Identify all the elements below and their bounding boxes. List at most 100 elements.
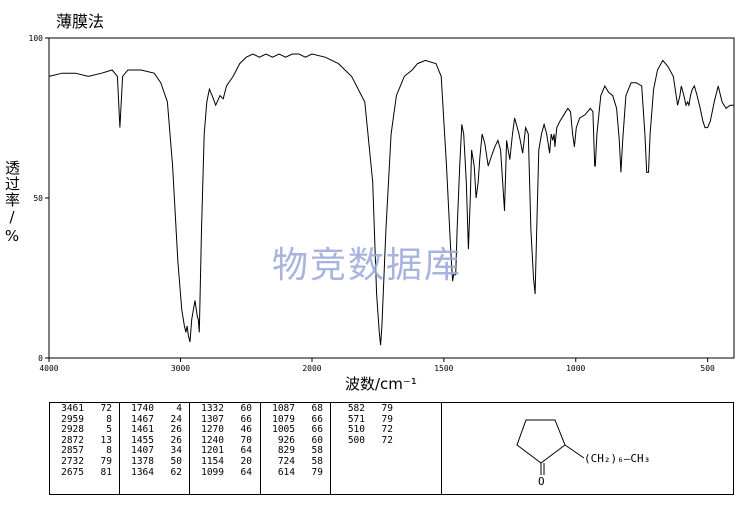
- cyclopentane-ring: [516, 419, 566, 464]
- peak-wavenumber: 2928: [61, 424, 84, 436]
- peak-transmittance: 26: [170, 424, 182, 436]
- peak-wavenumber: 2872: [61, 434, 84, 446]
- y-axis-label: 透过率/%: [3, 160, 21, 246]
- peak-row: 1740 4: [120, 403, 189, 415]
- peak-row: 2928 5: [50, 425, 119, 436]
- peak-wavenumber: 926: [277, 434, 295, 446]
- peak-wavenumber: 2675: [61, 466, 84, 478]
- peak-wavenumber: 1378: [131, 455, 154, 467]
- peak-row: 3461 72: [50, 403, 119, 415]
- spectrum-line: [48, 53, 734, 346]
- peak-row: 1270 46: [190, 425, 260, 436]
- peak-row: 2959 8: [50, 413, 119, 426]
- peak-transmittance: 58: [311, 455, 323, 467]
- peak-row: 1332 60: [190, 403, 260, 415]
- x-tick-label: 2000: [302, 364, 321, 372]
- peak-transmittance: 5: [106, 424, 112, 436]
- peak-row: 1240 70: [190, 434, 260, 447]
- substituent-bond: [564, 444, 585, 459]
- peak-wavenumber: 3461: [61, 403, 84, 414]
- peak-transmittance: 68: [311, 403, 323, 414]
- peak-table: 3461 72 2959 8 2928 5 2872 13 2857 8 2732 79 2675 81 1…: [49, 402, 734, 495]
- peak-transmittance: 70: [240, 434, 252, 446]
- peak-transmittance: 58: [311, 445, 323, 457]
- peak-transmittance: 64: [240, 445, 252, 457]
- peak-transmittance: 72: [381, 424, 393, 436]
- peak-transmittance: 60: [311, 434, 323, 446]
- peak-row: 1378 50: [120, 455, 189, 468]
- peak-wavenumber: 1461: [131, 424, 154, 436]
- peak-transmittance: 8: [106, 445, 112, 457]
- peak-wavenumber: 1332: [201, 403, 224, 414]
- peak-wavenumber: 1364: [131, 466, 154, 478]
- peak-transmittance: 79: [100, 455, 112, 467]
- peak-row: 829 58: [261, 446, 330, 457]
- peak-row: 2857 8: [50, 446, 119, 457]
- peak-wavenumber: 614: [277, 466, 295, 478]
- peak-row: 1407 34: [120, 446, 189, 457]
- peak-row: 1079 66: [261, 413, 330, 426]
- peak-row: 510 72: [331, 425, 441, 436]
- peak-row: 614 79: [261, 466, 330, 479]
- peak-wavenumber: 1099: [201, 466, 224, 478]
- peak-wavenumber: 1270: [201, 424, 224, 436]
- peak-wavenumber: 1307: [201, 413, 224, 425]
- peak-transmittance: 66: [311, 424, 323, 436]
- y-tick-label: 100: [29, 34, 44, 43]
- peak-transmittance: 79: [381, 413, 393, 425]
- peak-wavenumber: 2857: [61, 445, 84, 457]
- peak-column: 3461 72 2959 8 2928 5 2872 13 2857 8 2732 79 2675 81: [50, 403, 120, 494]
- peak-transmittance: 50: [170, 455, 182, 467]
- substituent-chain: (CH₂)₆—CH₃: [584, 452, 650, 465]
- peak-row: 582 79: [331, 403, 441, 415]
- peak-row: 2732 79: [50, 455, 119, 468]
- page-title: 薄膜法: [56, 12, 105, 31]
- peak-row: 1005 66: [261, 425, 330, 436]
- peak-wavenumber: 500: [347, 434, 365, 446]
- peak-transmittance: 79: [311, 466, 323, 478]
- peak-transmittance: 72: [100, 403, 112, 414]
- peak-wavenumber: 571: [347, 413, 365, 425]
- peak-transmittance: 62: [170, 466, 182, 478]
- peak-row: 1461 26: [120, 425, 189, 436]
- peak-wavenumber: 1740: [131, 403, 154, 414]
- peak-transmittance: 66: [311, 413, 323, 425]
- peak-transmittance: 13: [100, 434, 112, 446]
- peak-row: 724 58: [261, 455, 330, 468]
- peak-transmittance: 64: [240, 466, 252, 478]
- peak-wavenumber: 1455: [131, 434, 154, 446]
- peak-wavenumber: 724: [277, 455, 295, 467]
- peak-transmittance: 81: [100, 466, 112, 478]
- x-tick-label: 1000: [566, 364, 585, 372]
- peak-transmittance: 26: [170, 434, 182, 446]
- peak-transmittance: 46: [240, 424, 252, 436]
- peak-transmittance: 24: [170, 413, 182, 425]
- ir-spectrum-chart: 0 50 100 4000 3000 2000 1500 1000 500: [29, 34, 735, 372]
- peak-row: 1099 64: [190, 466, 260, 479]
- peak-transmittance: 8: [106, 413, 112, 425]
- peak-row: 571 79: [331, 413, 441, 426]
- peak-transmittance: 66: [240, 413, 252, 425]
- peak-row: 500 72: [331, 434, 441, 447]
- peak-wavenumber: 582: [347, 403, 365, 414]
- peak-row: 1154 20: [190, 455, 260, 468]
- peak-row: 1364 62: [120, 466, 189, 479]
- peak-wavenumber: 1087: [272, 403, 295, 414]
- peak-wavenumber: 1467: [131, 413, 154, 425]
- peak-row: 2872 13: [50, 434, 119, 447]
- plot-frame: [48, 37, 735, 359]
- peak-wavenumber: 1154: [201, 455, 224, 467]
- x-tick-label: 1500: [434, 364, 453, 372]
- watermark: 物竞数据库: [272, 245, 463, 286]
- peak-row: 1455 26: [120, 434, 189, 447]
- peak-transmittance: 60: [240, 403, 252, 414]
- x-tick-label: 3000: [171, 364, 190, 372]
- peak-row: 1201 64: [190, 446, 260, 457]
- peak-wavenumber: 510: [347, 424, 365, 436]
- peak-wavenumber: 1240: [201, 434, 224, 446]
- peak-row: 926 60: [261, 434, 330, 447]
- x-tick-label: 500: [700, 364, 715, 372]
- peak-wavenumber: 1407: [131, 445, 154, 457]
- peak-wavenumber: 2959: [61, 413, 84, 425]
- peak-transmittance: 20: [240, 455, 252, 467]
